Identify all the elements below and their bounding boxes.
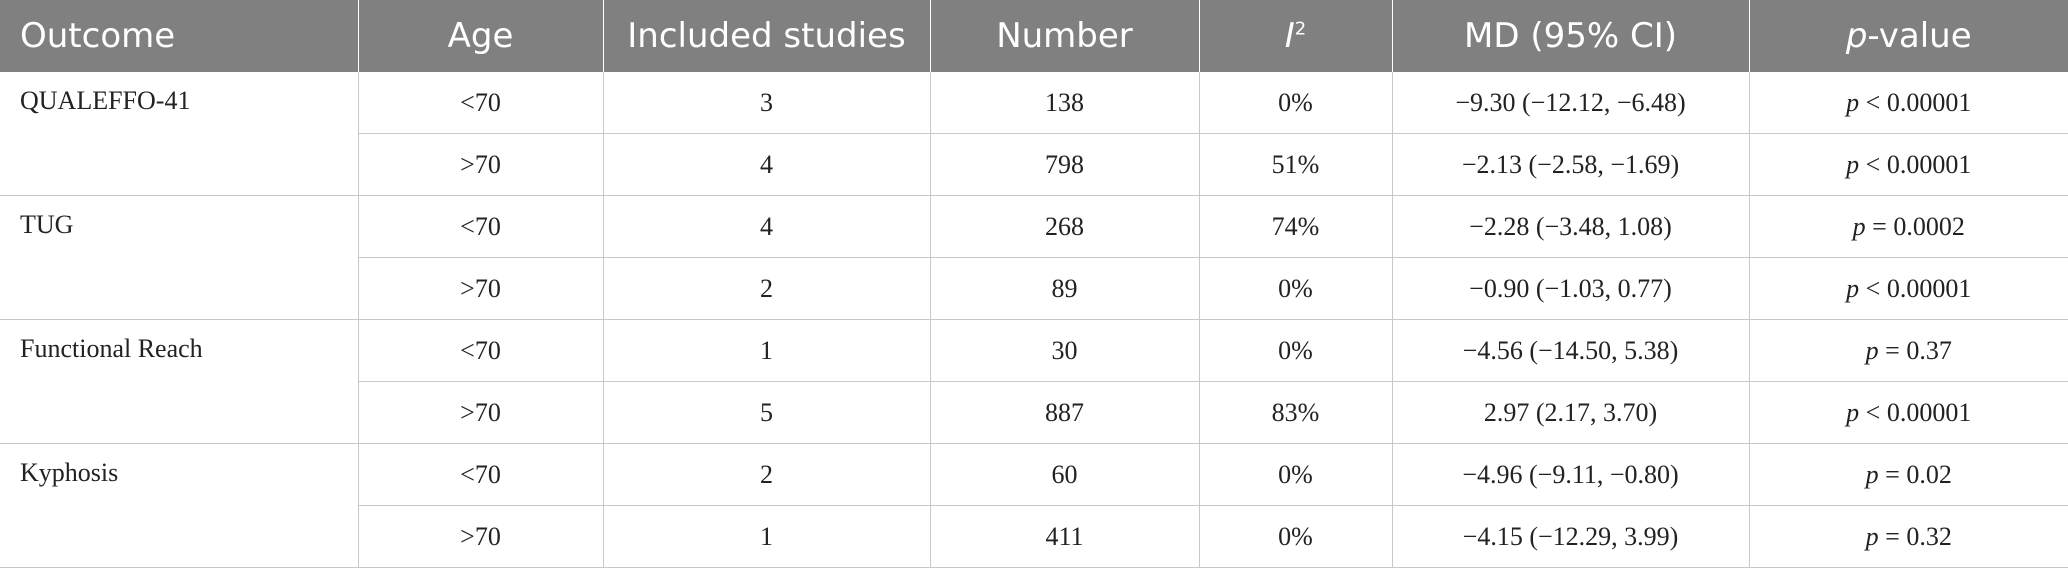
md-ci-cell: −9.30 (−12.12, −6.48)	[1392, 72, 1750, 134]
header-p-value: p-value	[1749, 0, 2068, 72]
p-number: 0.37	[1906, 335, 1952, 365]
p-letter: p	[1846, 149, 1860, 179]
header-md: MD (95% CI)	[1392, 0, 1750, 72]
p-number: 0.32	[1906, 521, 1952, 551]
number-cell: 798	[930, 133, 1200, 196]
included-studies-cell: 4	[603, 133, 931, 196]
outcome-cell: QUALEFFO-41	[0, 72, 359, 196]
age-cell: >70	[358, 381, 604, 444]
table-row: >70 2 89 0% −0.90 (−1.03, 0.77) p < 0.00001	[0, 257, 2068, 320]
table-row: QUALEFFO-41 <70 3 138 0% −9.30 (−12.12, −6.48…	[0, 72, 2068, 196]
p-number: 0.0002	[1893, 211, 1965, 241]
age-cell: <70	[358, 443, 604, 506]
header-p-rest: -value	[1867, 16, 1972, 56]
header-included-studies: Included studies	[603, 0, 931, 72]
outcome-cell: TUG	[0, 195, 359, 320]
included-studies-cell: 2	[603, 257, 931, 320]
p-value-cell: p < 0.00001	[1749, 257, 2068, 320]
age-cell: <70	[358, 72, 604, 134]
p-letter: p	[1865, 521, 1879, 551]
p-operator: =	[1878, 521, 1907, 551]
included-studies-cell: 1	[603, 319, 931, 382]
p-value-cell: p = 0.32	[1749, 505, 2068, 568]
p-operator: =	[1878, 335, 1907, 365]
md-ci-cell: −0.90 (−1.03, 0.77)	[1392, 257, 1750, 320]
p-operator: <	[1859, 397, 1887, 427]
i2-cell: 74%	[1199, 195, 1393, 258]
p-number: 0.00001	[1886, 149, 1972, 179]
p-value-cell: p < 0.00001	[1749, 72, 2068, 134]
i2-cell: 0%	[1199, 319, 1393, 382]
table-row: TUG <70 4 268 74% −2.28 (−3.48, 1.08) p = 0.00…	[0, 195, 2068, 320]
included-studies-cell: 2	[603, 443, 931, 506]
p-operator: <	[1859, 87, 1887, 117]
table-body: QUALEFFO-41 <70 3 138 0% −9.30 (−12.12, −6.48…	[0, 72, 2068, 568]
p-number: 0.00001	[1886, 397, 1972, 427]
header-number: Number	[930, 0, 1200, 72]
included-studies-cell: 3	[603, 72, 931, 134]
i2-cell: 0%	[1199, 257, 1393, 320]
number-cell: 887	[930, 381, 1200, 444]
number-cell: 89	[930, 257, 1200, 320]
p-letter: p	[1852, 211, 1866, 241]
table-row: >70 5 887 83% 2.97 (2.17, 3.70) p < 0.00001	[0, 381, 2068, 444]
header-row: Outcome Age Included studies Number I2 M…	[0, 0, 2068, 72]
header-outcome: Outcome	[0, 0, 359, 72]
i2-cell: 51%	[1199, 133, 1393, 196]
p-operator: =	[1878, 459, 1907, 489]
p-number: 0.00001	[1886, 87, 1972, 117]
p-operator: <	[1859, 149, 1887, 179]
header-i2-superscript: 2	[1294, 18, 1307, 40]
number-cell: 60	[930, 443, 1200, 506]
included-studies-cell: 5	[603, 381, 931, 444]
p-operator: =	[1865, 211, 1894, 241]
included-studies-cell: 1	[603, 505, 931, 568]
results-table: Outcome Age Included studies Number I2 M…	[0, 0, 2068, 568]
age-cell: >70	[358, 505, 604, 568]
p-value-cell: p = 0.0002	[1749, 195, 2068, 258]
p-value-cell: p < 0.00001	[1749, 133, 2068, 196]
md-ci-cell: −4.15 (−12.29, 3.99)	[1392, 505, 1750, 568]
outcome-cell: Functional Reach	[0, 319, 359, 444]
table-row: >70 4 798 51% −2.13 (−2.58, −1.69) p < 0.0000…	[0, 133, 2068, 196]
p-letter: p	[1865, 459, 1879, 489]
number-cell: 268	[930, 195, 1200, 258]
number-cell: 411	[930, 505, 1200, 568]
md-ci-cell: −2.13 (−2.58, −1.69)	[1392, 133, 1750, 196]
p-number: 0.00001	[1886, 273, 1972, 303]
md-ci-cell: 2.97 (2.17, 3.70)	[1392, 381, 1750, 444]
p-operator: <	[1859, 273, 1887, 303]
table-header: Outcome Age Included studies Number I2 M…	[0, 0, 2068, 72]
header-i2: I2	[1199, 0, 1393, 72]
p-letter: p	[1865, 335, 1879, 365]
p-number: 0.02	[1906, 459, 1952, 489]
header-i2-letter: I	[1284, 16, 1295, 56]
number-cell: 138	[930, 72, 1200, 134]
p-value-cell: p = 0.02	[1749, 443, 2068, 506]
i2-cell: 0%	[1199, 443, 1393, 506]
p-value-cell: p < 0.00001	[1749, 381, 2068, 444]
p-letter: p	[1846, 87, 1860, 117]
table-row: Functional Reach <70 1 30 0% −4.56 (−14.50, 5…	[0, 319, 2068, 444]
md-ci-cell: −4.56 (−14.50, 5.38)	[1392, 319, 1750, 382]
number-cell: 30	[930, 319, 1200, 382]
age-cell: >70	[358, 257, 604, 320]
i2-cell: 0%	[1199, 505, 1393, 568]
p-letter: p	[1846, 397, 1860, 427]
table-row: >70 1 411 0% −4.15 (−12.29, 3.99) p = 0.32	[0, 505, 2068, 568]
md-ci-cell: −2.28 (−3.48, 1.08)	[1392, 195, 1750, 258]
i2-cell: 83%	[1199, 381, 1393, 444]
i2-cell: 0%	[1199, 72, 1393, 134]
md-ci-cell: −4.96 (−9.11, −0.80)	[1392, 443, 1750, 506]
age-cell: >70	[358, 133, 604, 196]
p-letter: p	[1846, 273, 1860, 303]
header-p-letter: p	[1845, 16, 1868, 56]
header-age: Age	[358, 0, 604, 72]
age-cell: <70	[358, 195, 604, 258]
included-studies-cell: 4	[603, 195, 931, 258]
outcome-cell: Kyphosis	[0, 443, 359, 568]
p-value-cell: p = 0.37	[1749, 319, 2068, 382]
age-cell: <70	[358, 319, 604, 382]
table-row: Kyphosis <70 2 60 0% −4.96 (−9.11, −0.80) p = …	[0, 443, 2068, 568]
